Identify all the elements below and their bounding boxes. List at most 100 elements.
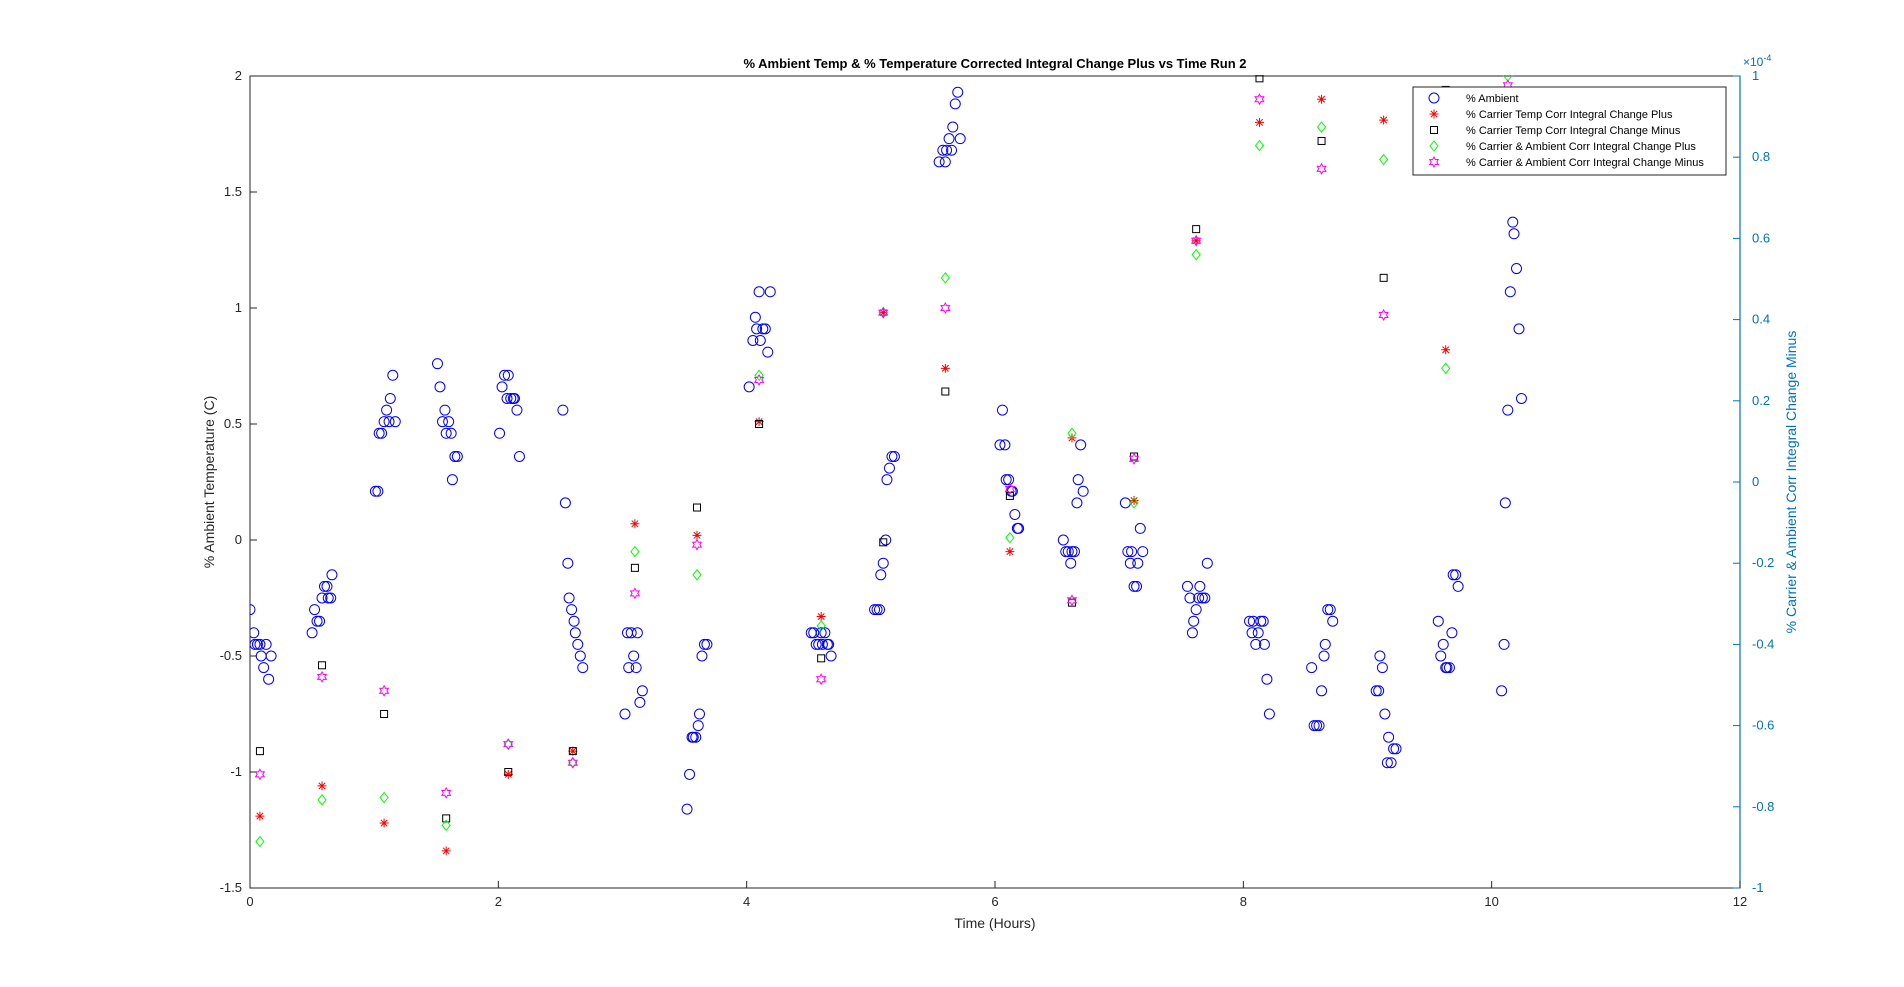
x-axis-label: Time (Hours) — [954, 915, 1035, 931]
data-point — [1379, 273, 1388, 282]
data-point — [1258, 638, 1270, 650]
data-point — [254, 638, 266, 650]
y-tick-label: 1 — [235, 300, 242, 315]
data-point — [380, 710, 389, 718]
y2-exponent-label: ×10-4 — [1743, 53, 1771, 69]
data-point — [879, 538, 888, 547]
y2-tick-label: -0.6 — [1752, 718, 1774, 733]
data-point — [878, 308, 888, 318]
legend-label: % Carrier & Ambient Corr Integral Change… — [1466, 157, 1704, 169]
data-point — [1308, 720, 1320, 732]
legend-entry: % Carrier Temp Corr Integral Change Minu… — [1430, 125, 1681, 137]
data-point — [701, 638, 713, 650]
data-point — [376, 427, 388, 439]
data-point — [1306, 662, 1318, 674]
data-point — [254, 768, 266, 781]
data-point — [1370, 685, 1382, 697]
data-point — [504, 768, 513, 776]
data-point — [566, 604, 578, 616]
data-point — [1504, 286, 1516, 298]
data-point — [933, 156, 945, 168]
y2-tick-label: 0.8 — [1752, 149, 1770, 164]
data-point — [886, 450, 898, 462]
y2-tick-label: 0.6 — [1752, 230, 1770, 245]
data-point — [439, 404, 451, 416]
data-point — [1388, 743, 1400, 755]
data-point — [1009, 508, 1021, 520]
data-point — [1511, 263, 1522, 275]
data-point — [630, 563, 639, 572]
data-point — [1191, 248, 1201, 261]
data-point — [511, 404, 523, 416]
data-point — [937, 144, 949, 156]
data-point — [1324, 604, 1336, 616]
data-point — [316, 670, 328, 683]
y2-axis-label: % Carrier & Ambient Corr Integral Change… — [1783, 331, 1799, 634]
data-point — [1077, 485, 1089, 497]
data-point — [1452, 580, 1464, 592]
data-point — [1057, 534, 1069, 546]
data-point — [1131, 580, 1143, 592]
data-point — [1496, 685, 1508, 697]
data-point — [1381, 757, 1393, 769]
data-point — [940, 301, 951, 315]
chart-title: % Ambient Temp & % Temperature Corrected… — [743, 56, 1246, 71]
data-point — [568, 615, 580, 627]
data-point — [825, 650, 837, 662]
x-tick-label: 10 — [1484, 894, 1498, 909]
data-point — [687, 731, 699, 743]
data-point — [314, 615, 326, 627]
data-point — [434, 381, 446, 393]
data-point — [1067, 427, 1077, 440]
data-point — [326, 569, 338, 581]
legend-label: % Carrier & Ambient Corr Integral Change… — [1466, 141, 1696, 153]
data-point — [810, 638, 822, 650]
y2-tick-label: 1 — [1752, 68, 1759, 83]
data-point — [1508, 228, 1520, 240]
x-tick-label: 4 — [743, 894, 750, 909]
data-point — [628, 650, 640, 662]
data-point — [871, 604, 883, 616]
data-point — [445, 427, 457, 439]
data-point — [1134, 522, 1146, 534]
data-point — [1196, 592, 1208, 604]
y-tick-label: 1.5 — [224, 184, 242, 199]
data-point — [994, 439, 1006, 451]
data-point — [996, 404, 1008, 416]
data-point — [309, 604, 321, 616]
legend-marker — [1428, 155, 1440, 169]
data-point — [513, 450, 525, 462]
data-point — [630, 519, 640, 529]
legend-box — [1412, 86, 1727, 176]
data-point — [1003, 474, 1015, 486]
data-point — [1186, 627, 1198, 639]
data-point — [387, 369, 399, 381]
data-point — [449, 450, 461, 462]
data-point — [1013, 522, 1025, 534]
data-point — [819, 627, 831, 639]
data-point — [1437, 638, 1449, 650]
data-point — [441, 846, 451, 856]
data-point — [442, 814, 451, 823]
data-point — [1319, 638, 1331, 650]
data-point — [684, 768, 696, 780]
data-point — [681, 803, 693, 815]
data-point — [762, 346, 774, 358]
data-point — [869, 604, 881, 616]
data-point — [1432, 615, 1444, 627]
data-point — [940, 272, 950, 284]
y-axis-label: % Ambient Temperature (C) — [201, 396, 217, 568]
legend-entry: % Ambient — [1428, 92, 1519, 105]
data-point — [567, 756, 579, 769]
data-point — [1254, 93, 1265, 106]
data-point — [1441, 362, 1451, 375]
x-tick-label: 12 — [1733, 894, 1747, 909]
data-point — [1499, 497, 1511, 509]
data-point — [630, 662, 642, 674]
legend-marker — [1430, 126, 1438, 134]
data-point — [1498, 638, 1510, 650]
data-point — [263, 673, 275, 685]
data-point — [260, 638, 272, 650]
y2-tick-label: -0.2 — [1752, 555, 1774, 570]
